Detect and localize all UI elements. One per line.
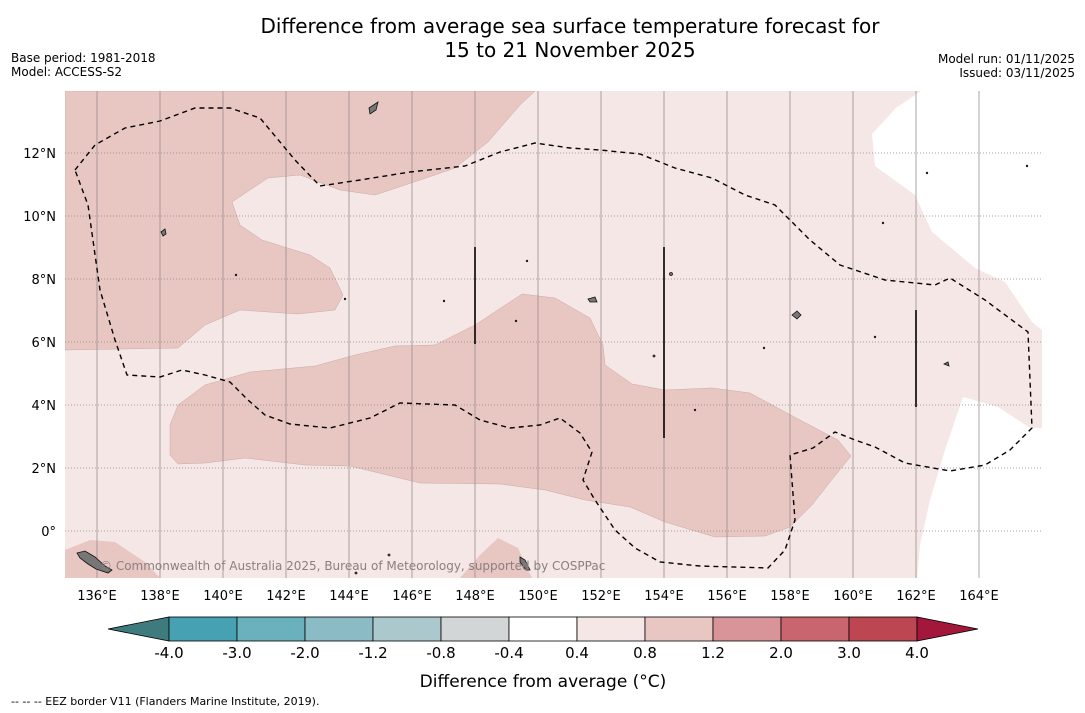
latitude-labels: 12°N 10°N 8°N 6°N 4°N 2°N 0°	[23, 147, 56, 540]
lat-label-4n: 4°N	[32, 399, 57, 414]
colorbar-tick-label: 0.4	[565, 644, 589, 662]
title-line-1: Difference from average sea surface temp…	[260, 14, 880, 38]
colorbar-tick-label: -0.4	[494, 644, 523, 662]
lon-label-148e: 148°E	[455, 589, 495, 604]
eez-vertical-segments	[474, 247, 917, 438]
colorbar-segment	[576, 616, 646, 642]
island-kosrae	[943, 361, 950, 367]
island-south-center	[519, 556, 531, 571]
colorbar-segment	[508, 616, 578, 642]
colorbar-segment	[236, 616, 306, 642]
colorbar-tick-label: 2.0	[769, 644, 793, 662]
island-chuuk	[587, 296, 598, 303]
colorbar-segment	[372, 616, 442, 642]
lat-label-6n: 6°N	[32, 336, 57, 351]
meta-right: Model run: 01/11/2025 Issued: 03/11/2025	[938, 52, 1075, 80]
warm-patch-southwest	[65, 540, 160, 578]
colorbar-segment	[848, 616, 918, 642]
lon-label-160e: 160°E	[833, 589, 873, 604]
lon-label-164e: 164°E	[959, 589, 999, 604]
base-period: Base period: 1981-2018	[11, 51, 156, 65]
lon-label-144e: 144°E	[329, 589, 369, 604]
lon-label-138e: 138°E	[140, 589, 180, 604]
colorbar-segment	[712, 616, 782, 642]
warm-patch-northwest	[65, 91, 536, 351]
colorbar-segment	[440, 616, 510, 642]
longitude-labels: 136°E 138°E 140°E 142°E 144°E 146°E 148°…	[77, 589, 999, 604]
title-line-2: 15 to 21 November 2025	[444, 38, 696, 62]
model-name: Model: ACCESS-S2	[11, 65, 123, 79]
lat-label-2n: 2°N	[32, 462, 57, 477]
colorbar-tick-label: -3.0	[222, 644, 251, 662]
lon-label-146e: 146°E	[392, 589, 432, 604]
colorbar-tick-label: -4.0	[154, 644, 183, 662]
colorbar-title: Difference from average (°C)	[420, 672, 667, 692]
colorbar-tick-label: 0.8	[633, 644, 657, 662]
lat-label-10n: 10°N	[23, 210, 56, 225]
colorbar-segment	[644, 616, 714, 642]
island-new-guinea-west	[76, 550, 113, 574]
lon-label-158e: 158°E	[770, 589, 810, 604]
lon-label-142e: 142°E	[266, 589, 306, 604]
colorbar-tick-label: 4.0	[905, 644, 929, 662]
issued-date: Issued: 03/11/2025	[959, 66, 1075, 80]
colorbar-tick-labels: -4.0 -3.0 -2.0 -1.2 -0.8 -0.4 0.4 0.8 1.2 2.0 3.0 4…	[154, 644, 929, 662]
lon-label-154e: 154°E	[644, 589, 684, 604]
lon-label-162e: 162°E	[896, 589, 936, 604]
lat-label-8n: 8°N	[32, 273, 57, 288]
lon-label-156e: 156°E	[707, 589, 747, 604]
lon-label-152e: 152°E	[581, 589, 621, 604]
colorbar-tick-label: -2.0	[290, 644, 319, 662]
colorbar-segments	[168, 616, 918, 642]
parallel-lines	[65, 152, 1042, 532]
colorbar-tick-label: 1.2	[701, 644, 725, 662]
warm-patch-south-center	[460, 538, 532, 578]
lon-label-150e: 150°E	[518, 589, 558, 604]
colorbar-extend-low	[107, 616, 170, 642]
model-run: Model run: 01/11/2025	[937, 52, 1075, 66]
map-area: © Commonwealth of Australia 2025, Bureau…	[65, 91, 1042, 578]
lat-label-12n: 12°N	[23, 147, 56, 162]
lon-label-140e: 140°E	[203, 589, 243, 604]
colorbar-tick-label: 3.0	[837, 644, 861, 662]
warm-patch-central	[169, 293, 852, 538]
copyright-watermark: © Commonwealth of Australia 2025, Bureau…	[100, 559, 605, 573]
island-yap	[160, 228, 167, 237]
neutral-region-south-east	[917, 397, 1042, 578]
neutral-region-north-east	[872, 91, 1042, 330]
colorbar-tick-label: -1.2	[358, 644, 387, 662]
island-guam-area	[368, 101, 379, 115]
colorbar-segment	[304, 616, 374, 642]
chart-title: Difference from average sea surface temp…	[0, 14, 1085, 62]
lon-label-136e: 136°E	[77, 589, 117, 604]
colorbar-tick-label: -0.8	[426, 644, 455, 662]
island-pohnpei	[791, 310, 802, 320]
colorbar-segment	[780, 616, 850, 642]
islands	[76, 101, 1029, 575]
colorbar-extend-high	[916, 616, 979, 642]
eez-footnote: -- -- -- EEZ border V11 (Flanders Marine…	[11, 695, 320, 708]
lat-label-0: 0°	[41, 525, 56, 540]
colorbar: -4.0 -3.0 -2.0 -1.2 -0.8 -0.4 0.4 0.8 1.2 2.0 3.0 4…	[107, 616, 979, 692]
meta-left: Base period: 1981-2018 Model: ACCESS-S2	[11, 51, 156, 79]
colorbar-segment	[168, 616, 238, 642]
